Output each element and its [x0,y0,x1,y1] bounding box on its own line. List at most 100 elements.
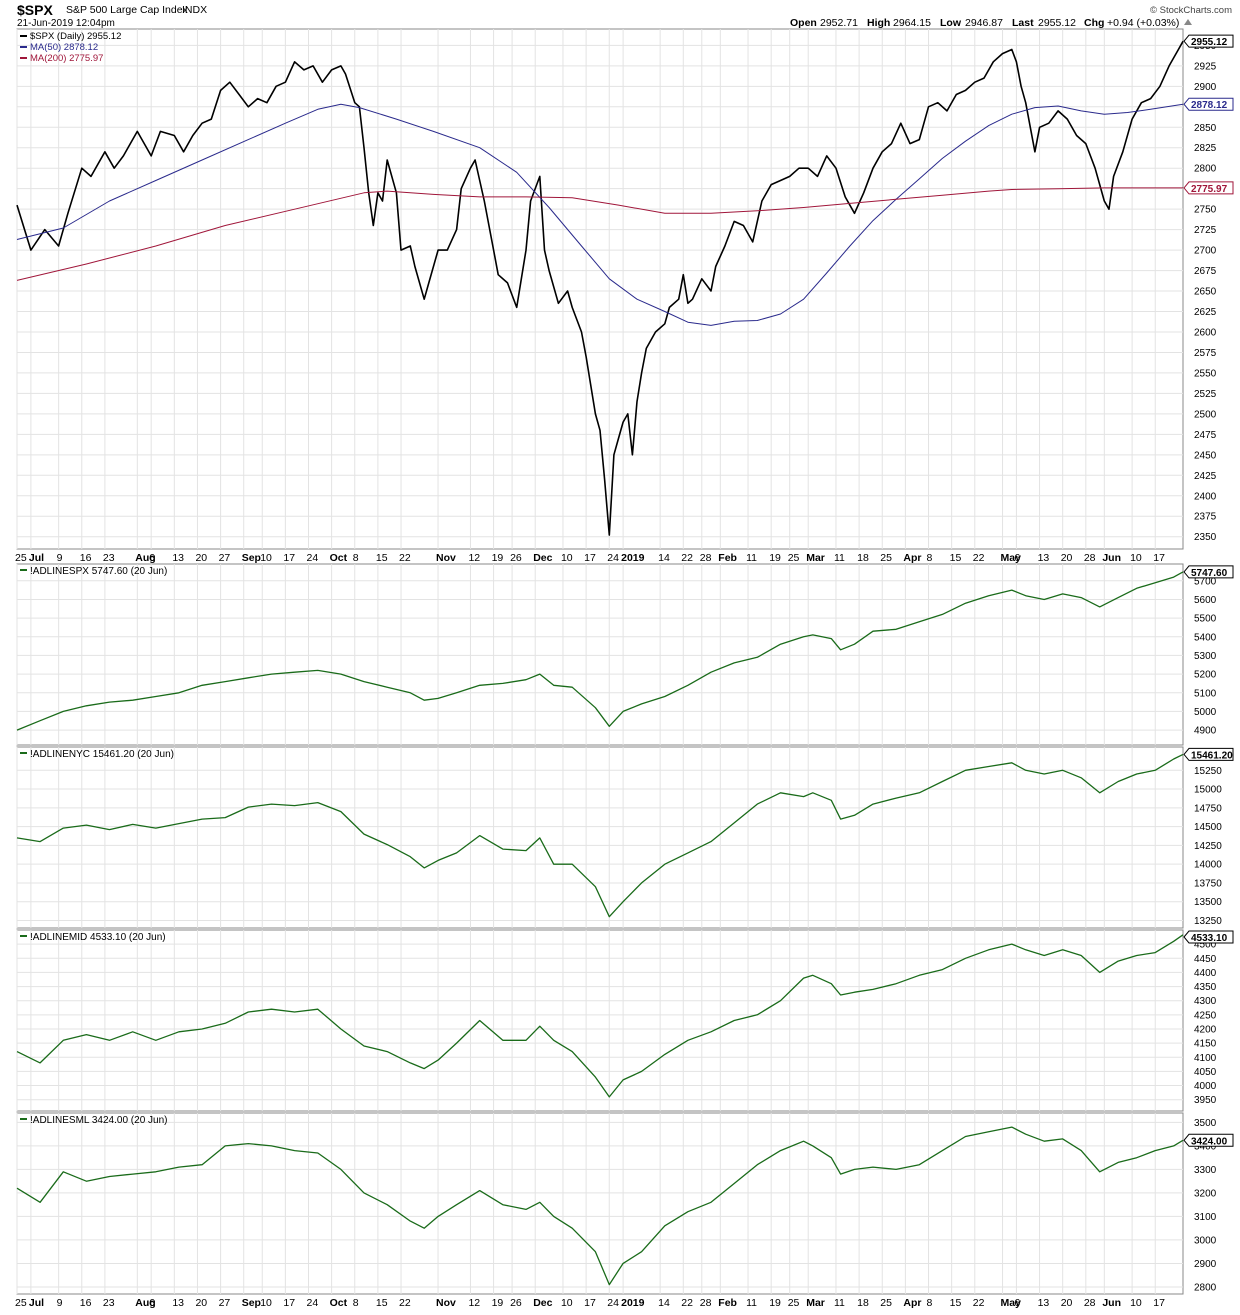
x-tick-label: 11 [746,1297,757,1309]
panel-adline-nyc: 13250 13500 13750 14000 14250 14500 14750 15000… [16,746,1234,929]
series-line--adlinesml [16,1126,1184,1286]
x-tick-label: 17 [283,552,295,564]
x-tick-label: 22 [973,1297,985,1309]
watermark: © StockCharts.com [1150,5,1232,16]
value-tag-label: 2878.12 [1191,100,1228,111]
y-tick-label: 2600 [1194,327,1217,338]
x-tick-label: Nov [436,552,456,564]
x-tick-label: 10 [1130,552,1142,564]
x-tick-label: 8 [353,552,359,564]
y-tick-label: 5100 [1194,688,1217,699]
y-tick-label: 2475 [1194,430,1217,441]
x-tick-label: 6 [149,552,155,564]
series-line-ma-200- [16,187,1183,281]
y-tick-label: 4500 [1194,940,1217,951]
x-tick-label: 20 [1061,552,1073,564]
x-tick-label: 10 [260,1297,272,1309]
panel-title: !ADLINENYC 15461.20 (20 Jun) [30,749,174,760]
x-tick-label: 11 [746,552,757,564]
x-tick-label: 25 [15,1297,27,1309]
panel-title: !ADLINEMID 4533.10 (20 Jun) [30,932,166,943]
chg-up-icon [1184,19,1192,25]
ohlc-readout: Open 2952.71 High 2964.15 Low 2946.87 La… [790,17,1179,29]
y-tick-label: 2800 [1194,1282,1217,1293]
series-line--adlinemid [16,934,1184,1098]
value-tag-box [1183,565,1234,579]
series-line--adlinespx [16,571,1184,731]
x-tick-label: Oct [330,1297,348,1309]
y-tick-label: 5700 [1194,576,1217,587]
x-tick-label: 6 [1014,552,1020,564]
x-tick-label: 11 [834,552,845,564]
x-tick-label: 17 [1153,1297,1165,1309]
y-tick-label: 4350 [1194,982,1217,993]
legend-entry: $SPX (Daily) 2955.12 [30,31,121,42]
y-tick-label: 15000 [1194,785,1222,796]
y-tick-label: 3000 [1194,1235,1217,1246]
x-tick-label: 15 [950,552,962,564]
y-tick-label: 2450 [1194,450,1217,461]
y-tick-label: 2425 [1194,471,1217,482]
panel-title: !ADLINESPX 5747.60 (20 Jun) [30,566,167,577]
y-tick-label: 3200 [1194,1188,1217,1199]
y-tick-label: 5600 [1194,595,1217,606]
x-tick-label: 9 [57,1297,63,1309]
x-tick-label: Apr [903,1297,921,1309]
panel-adline-spx: 4900 5000 5100 5200 5300 5400 5500 5600 5700 !ADL… [16,563,1234,746]
x-tick-label: Feb [718,1297,737,1309]
series-line-ma-50- [16,103,1184,326]
y-tick-label: 5300 [1194,651,1217,662]
y-tick-label: 4050 [1194,1067,1217,1078]
x-tick-label: 17 [283,1297,295,1309]
x-tick-label: 10 [561,1297,573,1309]
value-tag-label: 2775.97 [1191,184,1228,195]
x-tick-label: 20 [1061,1297,1073,1309]
series-line--adlinenyc [16,753,1184,918]
low-value: 2946.87 [965,17,1003,29]
panel-frame [16,929,1184,1112]
x-tick-label: 26 [510,1297,522,1309]
y-tick-label: 4200 [1194,1024,1217,1035]
last-value: 2955.12 [1038,17,1076,29]
x-tick-label: 2019 [621,1297,645,1309]
value-tag-box [1183,97,1234,111]
x-tick-label: 22 [681,552,693,564]
symbol-label: $SPX [17,2,53,18]
x-tick-label: 22 [399,1297,411,1309]
x-tick-label: 12 [468,552,480,564]
y-tick-label: 2900 [1194,82,1217,93]
value-tag-label: 15461.20 [1191,750,1233,761]
x-tick-label: 6 [149,1297,155,1309]
y-tick-label: 5400 [1194,632,1217,643]
x-tick-label: 22 [399,552,411,564]
x-tick-label: 28 [1084,552,1096,564]
value-tag-box [1183,747,1234,761]
y-tick-label: 2900 [1194,1259,1217,1270]
x-tick-label: 19 [492,1297,504,1309]
x-tick-label: 8 [353,1297,359,1309]
high-value: 2964.15 [893,17,931,29]
y-tick-label: 4300 [1194,996,1217,1007]
high-label: High [867,17,890,29]
y-tick-label: 4400 [1194,968,1217,979]
x-tick-label: 28 [700,552,712,564]
x-tick-label: Jul [29,552,44,564]
x-tick-label: 11 [834,1297,845,1309]
value-tag: 5747.60 [1183,565,1234,579]
y-tick-label: 13250 [1194,916,1222,927]
y-tick-label: 4450 [1194,954,1217,965]
y-tick-label: 3400 [1194,1141,1217,1152]
x-tick-label: 25 [880,552,892,564]
value-tag-box [1183,34,1234,48]
y-tick-label: 5500 [1194,614,1217,625]
x-tick-label: 25 [880,1297,892,1309]
x-tick-label: 26 [510,552,522,564]
value-tag-box [1183,930,1234,944]
y-tick-label: 5000 [1194,707,1217,718]
x-tick-label: Dec [533,1297,552,1309]
x-tick-label: 15 [376,1297,388,1309]
y-tick-label: 5200 [1194,670,1217,681]
x-tick-label: 18 [857,1297,869,1309]
